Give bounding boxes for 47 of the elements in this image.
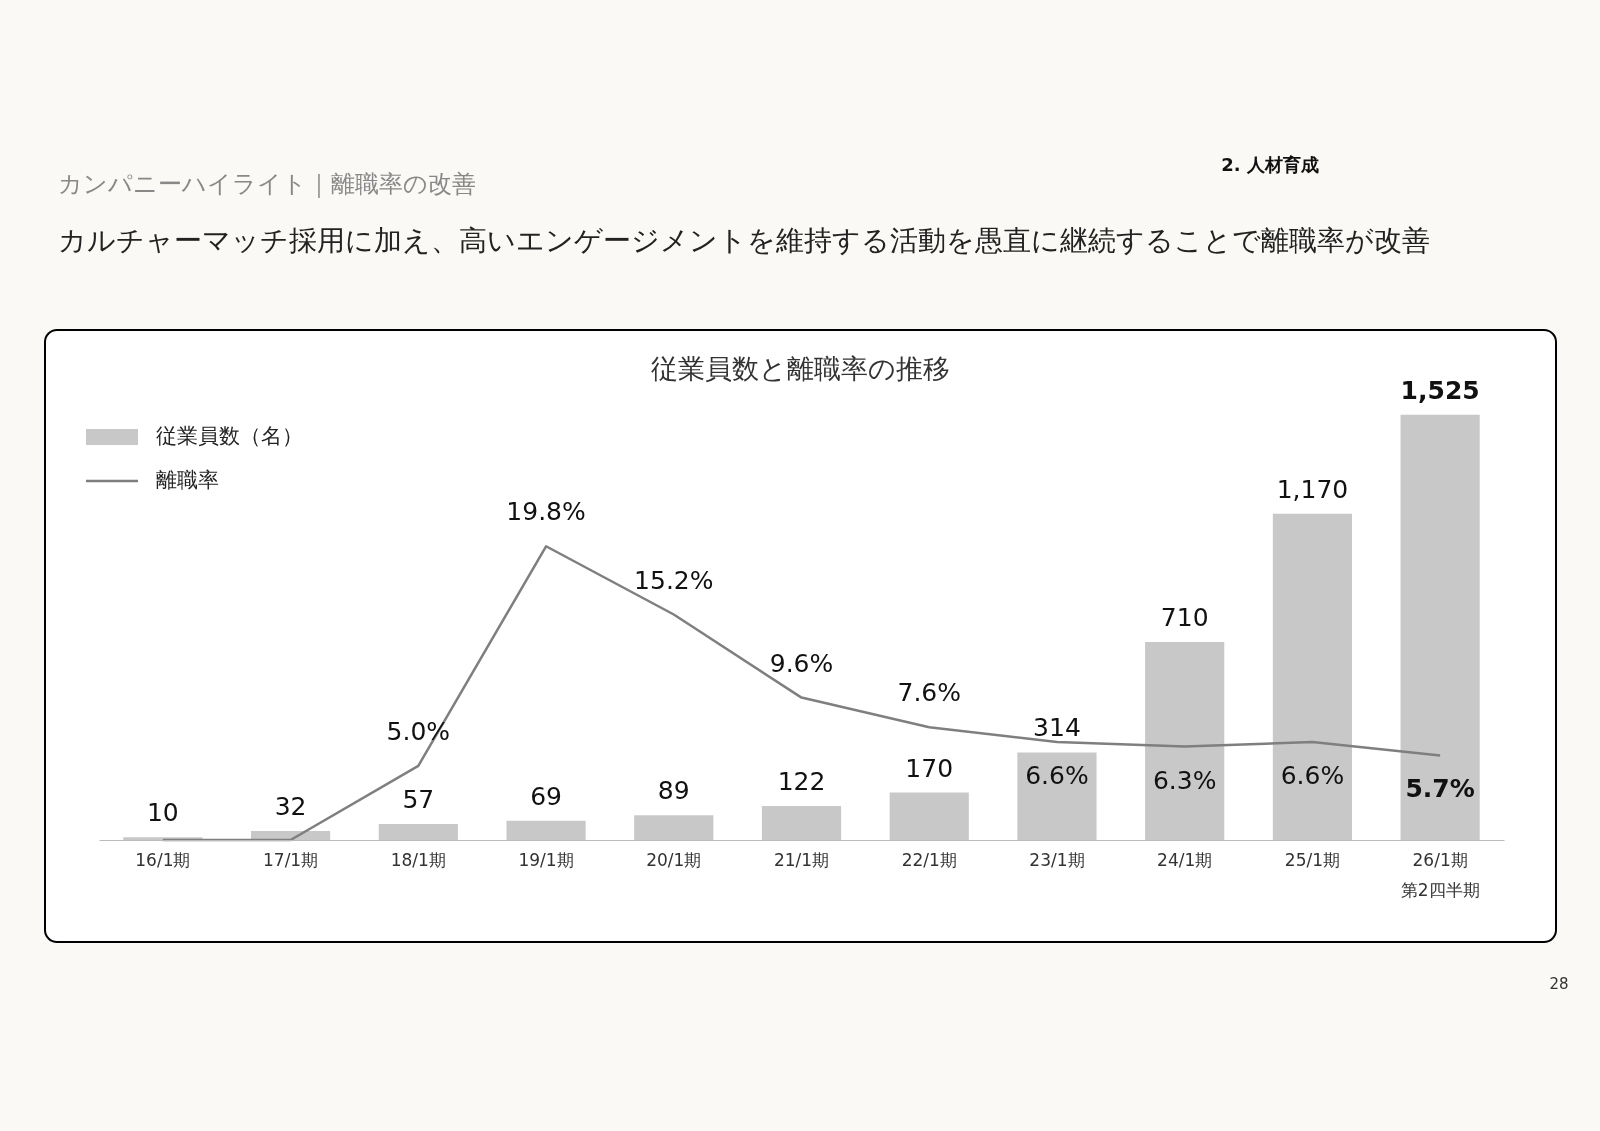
- bar: [889, 792, 969, 840]
- data-label: 1,170: [1276, 474, 1349, 504]
- x-tick-label: 22/1期: [901, 849, 957, 870]
- data-label: 1,525: [1400, 375, 1480, 405]
- data-label: 710: [1160, 603, 1209, 633]
- x-tick-label: 21/1期: [773, 849, 830, 870]
- data-label: 6.3%: [1152, 765, 1217, 795]
- bar: [1145, 642, 1225, 840]
- bar: [1400, 414, 1480, 840]
- text: カルチャーマッチ採用に加え、高いエンゲージメントを維持する活動を愚直に継続することで離職率が改善: [58, 224, 1430, 257]
- bar: [506, 820, 586, 840]
- data-label: 69: [530, 781, 562, 811]
- data-label: 170: [905, 753, 954, 783]
- data-label: 32: [274, 792, 307, 822]
- bar: [634, 815, 714, 840]
- data-label: 5.7%: [1405, 774, 1475, 804]
- bar: [761, 805, 842, 840]
- x-tick-label: 25/1期: [1284, 849, 1340, 870]
- data-label: 314: [1033, 713, 1081, 743]
- data-label: 10: [146, 798, 179, 828]
- x-tick-label: 17/1期: [263, 849, 319, 870]
- x-tick-label: 23/1期: [1029, 849, 1085, 870]
- data-label: 89: [657, 776, 690, 806]
- data-label: 19.8%: [506, 497, 586, 527]
- data-label: 9.6%: [769, 648, 834, 678]
- text: 28: [1549, 975, 1569, 993]
- data-label: 7.6%: [897, 678, 961, 708]
- data-label: 122: [777, 766, 826, 796]
- data-label: 5.0%: [386, 716, 451, 746]
- text: カンパニーハイライト｜離職率の改善: [58, 170, 476, 198]
- data-label: 6.6%: [1280, 761, 1345, 791]
- x-tick-label: 16/1期: [135, 849, 191, 870]
- bar: [1272, 513, 1352, 840]
- x-tick-label: 24/1期: [1157, 849, 1213, 870]
- data-label: 57: [402, 785, 435, 815]
- bar: [1017, 752, 1097, 840]
- x-tick-label: 18/1期: [390, 849, 446, 870]
- data-label: 6.6%: [1025, 761, 1089, 791]
- chart-title: 従業員数と離職率の推移: [650, 353, 950, 384]
- text: 2. 人材育成: [1221, 154, 1319, 175]
- x-tick-label: 20/1期: [646, 849, 702, 870]
- x-tick-label: 19/1期: [518, 849, 574, 870]
- bar: [378, 824, 458, 840]
- legend-label: 離職率: [156, 468, 219, 492]
- legend-label: 従業員数（名）: [156, 424, 303, 448]
- data-label: 15.2%: [634, 565, 714, 595]
- x-tick-label: 26/1期第2四半期: [1400, 849, 1480, 900]
